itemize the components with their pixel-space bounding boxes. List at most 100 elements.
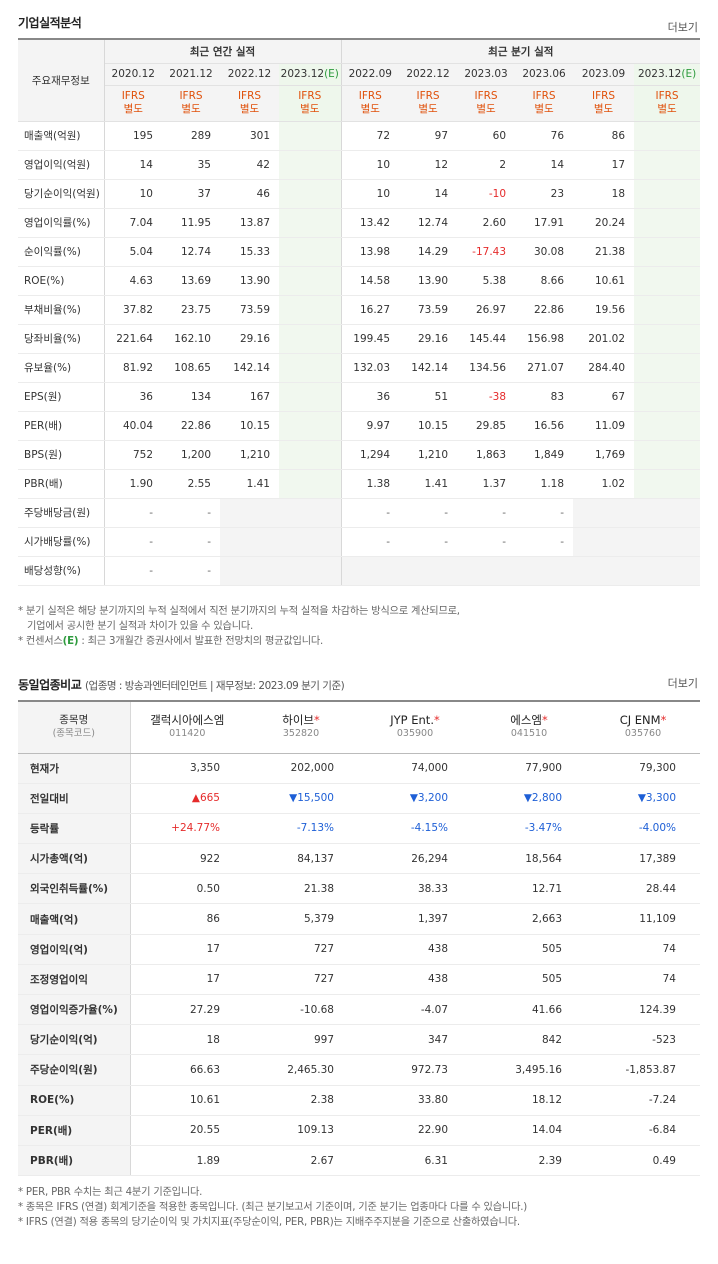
company-label-header: 종목명 (종목코드) [18,701,131,754]
value-cell: 29.85 [457,411,516,441]
value-cell: 8.66 [515,266,574,296]
value-cell: - [341,497,400,528]
value-cell: 134.56 [457,353,516,383]
row-label: PER(배) [18,411,105,441]
ifrs-header: IFRS 별도 [399,85,458,122]
peer-row: 등락률 +24.77% -7.13% -4.15% -3.47% -4.00% [18,813,700,845]
value-cell: 86 [130,903,244,935]
value-cell: 76 [515,121,574,151]
row-label: 영업이익(억) [18,934,131,965]
label-header: 주요재무정보 [18,39,105,122]
company-name[interactable]: JYP Ent.* [390,713,440,728]
value-cell [634,266,701,296]
value-cell: 20.55 [130,1115,244,1146]
value-cell: - [104,497,162,528]
performance-row: 유보율(%) 81.92 108.65 142.14 132.03 142.14 134.5… [18,353,701,383]
value-cell: 142.14 [399,353,458,383]
row-label: 매출액(억) [18,903,131,935]
value-cell: 145.44 [457,324,516,354]
value-cell: 2 [457,150,516,180]
row-label: 주당순이익(원) [18,1054,131,1086]
value-cell [220,497,279,528]
value-cell: 2.38 [244,1085,358,1116]
value-cell: 36 [341,381,400,412]
value-cell: 1.18 [515,469,574,499]
value-cell: ▼2,800 [472,783,586,814]
performance-row: 당좌비율(%) 221.64 162.10 29.16 199.45 29.16 145.4… [18,324,701,354]
value-cell: -3.47% [472,813,586,845]
company-header[interactable]: 갤럭시아에스엠 011420 [130,701,244,754]
peer-row: 조정영업이익 17 727 438 505 74 [18,964,700,996]
company-header[interactable]: CJ ENM* 035760 [586,701,700,754]
ifrs-header: IFRS 별도 [104,85,162,122]
period-header: 2023.09 [573,63,635,86]
note-line: * PER, PBR 수치는 최근 4분기 기준입니다. [18,1187,203,1198]
company-name[interactable]: 갤럭시아에스엠 [150,713,225,728]
performance-row: 영업이익(억원) 14 35 42 10 12 2 14 17 [18,150,701,180]
value-cell [279,411,342,441]
value-cell: 5.04 [104,237,162,267]
peer-table: 종목명 (종목코드) 갤럭시아에스엠 011420 하이브* 352820 JYP Ent.… [18,700,700,1177]
row-label: 조정영업이익 [18,964,131,996]
period-header: 2023.12(E) [279,63,342,86]
value-cell: 1,210 [399,440,458,470]
value-cell [634,179,701,209]
company-name[interactable]: 하이브* [282,713,320,728]
value-cell: - [457,497,516,528]
company-name[interactable]: CJ ENM* [619,713,667,728]
performance-row: PER(배) 40.04 22.86 10.15 9.97 10.15 29.85 16.56… [18,411,701,441]
row-label: 영업이익증가율(%) [18,994,131,1026]
value-cell [457,556,516,586]
company-header[interactable]: 하이브* 352820 [244,701,358,754]
value-cell: -4.15% [358,813,472,845]
value-cell [279,440,342,470]
value-cell: 2.39 [472,1145,586,1177]
value-cell [634,207,701,238]
row-label: 외국인취득률(%) [18,873,131,905]
value-cell: 2,663 [472,903,586,935]
company-header[interactable]: JYP Ent.* 035900 [358,701,472,754]
note-line: * IFRS (연결) 적용 종목의 당기순이익 및 가치지표(주당순이익, P… [18,1217,520,1228]
note-line: * 분기 실적은 해당 분기까지의 누적 실적에서 직전 분기까지의 누적 실적… [18,606,460,617]
period-header: 2021.12 [162,63,220,86]
company-code: 352820 [282,728,320,740]
ifrs-header: IFRS 별도 [634,85,701,122]
value-cell [634,237,701,267]
more-link-peer[interactable]: 더보기 [667,677,698,690]
value-cell: -4.07 [358,994,472,1026]
value-cell: 13.69 [162,266,220,296]
performance-row: 부채비율(%) 37.82 23.75 73.59 16.27 73.59 26.97 22.… [18,294,701,325]
company-name[interactable]: 에스엠* [510,713,548,728]
value-cell: 38.33 [358,873,472,905]
row-label: 배당성향(%) [18,556,105,586]
value-cell: 74 [586,964,700,996]
value-cell [279,179,342,209]
row-label: 시가배당률(%) [18,527,105,557]
value-cell: 67 [573,381,635,412]
peer-row: 당기순이익(억) 18 997 347 842 -523 [18,1024,700,1056]
performance-row: 시가배당률(%) - - - - - - [18,527,701,557]
value-cell: 16.27 [341,294,400,325]
row-label: EPS(원) [18,381,105,412]
more-link-performance[interactable]: 더보기 [667,21,698,34]
company-header[interactable]: 에스엠* 041510 [472,701,586,754]
row-label: 전일대비 [18,783,131,814]
value-cell: 73.59 [399,294,458,325]
row-label: 유보율(%) [18,353,105,383]
value-cell: 14.29 [399,237,458,267]
value-cell: 10 [104,179,162,209]
value-cell: -7.24 [586,1085,700,1116]
value-cell: ▼3,300 [586,783,700,814]
company-code: 035900 [396,728,434,740]
value-cell: 1.37 [457,469,516,499]
value-cell: - [399,497,458,528]
company-code: 011420 [169,728,206,740]
value-cell: 12.74 [399,207,458,238]
performance-row: 순이익률(%) 5.04 12.74 15.33 13.98 14.29 -17.43 30.… [18,237,701,267]
row-label: ROE(%) [18,266,105,296]
value-cell: 727 [244,934,358,965]
peer-row: 영업이익증가율(%) 27.29 -10.68 -4.07 41.66 124.39 [18,994,700,1026]
value-cell: 37 [162,179,220,209]
performance-row: 매출액(억원) 195 289 301 72 97 60 76 86 [18,121,701,151]
row-label: 당좌비율(%) [18,324,105,354]
